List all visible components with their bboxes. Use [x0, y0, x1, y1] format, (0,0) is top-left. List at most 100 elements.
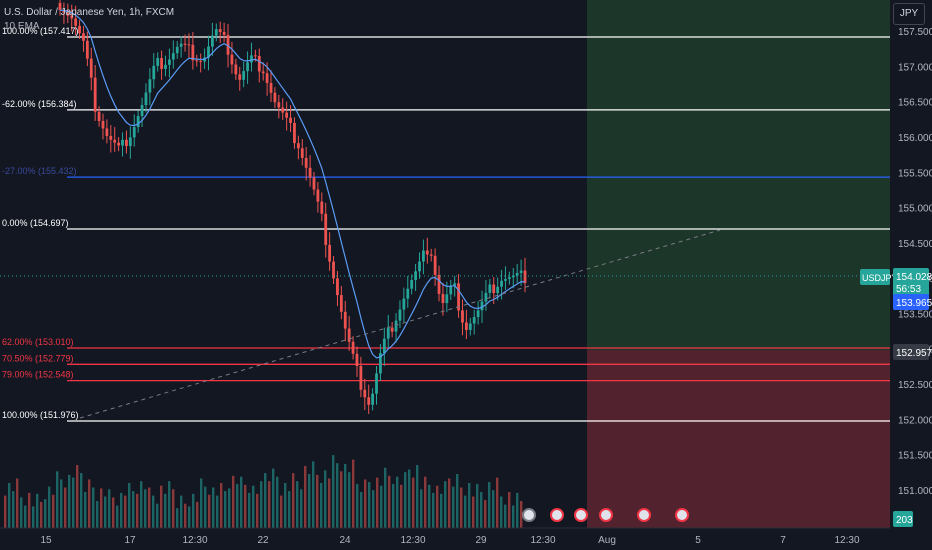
candle-body — [289, 117, 292, 123]
time-axis — [0, 528, 932, 550]
position-price-tag-bg — [893, 344, 929, 360]
candle-body — [441, 293, 445, 304]
candle-body — [230, 54, 234, 65]
volume-bar — [460, 487, 463, 528]
candle-body — [523, 270, 527, 284]
volume-bar — [72, 477, 75, 528]
currency-button[interactable]: JPY — [893, 3, 925, 25]
candle-body — [128, 137, 132, 147]
volume-bar — [60, 479, 63, 528]
volume-bar — [504, 504, 507, 528]
candle-body — [148, 79, 152, 93]
volume-bar — [232, 475, 235, 528]
volume-bar — [508, 492, 511, 528]
candle-body — [70, 15, 74, 19]
candle-body — [422, 250, 425, 262]
volume-tag-bg — [893, 511, 913, 527]
volume-bar — [108, 489, 111, 528]
volume-bar — [196, 501, 199, 528]
volume-bar — [416, 465, 419, 528]
candle-body — [222, 32, 226, 35]
volume-bar — [440, 493, 443, 528]
fib-label: 79.00% (152.548) — [2, 370, 74, 380]
candle-body — [414, 271, 417, 281]
volume-bar — [44, 499, 47, 528]
volume-bar — [124, 495, 127, 528]
candle-body — [121, 139, 124, 146]
candle-body — [117, 142, 121, 146]
candle-body — [199, 60, 203, 62]
volume-bar — [400, 484, 403, 528]
volume-bar — [296, 481, 299, 528]
volume-bar — [420, 489, 423, 528]
volume-bar — [188, 506, 191, 528]
candle-body — [277, 102, 281, 108]
fib-label: 62.00% (153.010) — [2, 337, 74, 347]
volume-bar — [52, 494, 55, 528]
x-tick-label: 12:30 — [834, 535, 859, 546]
event-flag-icon — [637, 508, 651, 522]
candle-body — [168, 59, 171, 65]
volume-bar — [112, 497, 115, 528]
candle-body — [461, 310, 464, 323]
volume-bar — [344, 464, 347, 528]
candle-body — [144, 92, 148, 106]
volume-bar — [424, 476, 427, 528]
candle-body — [453, 283, 457, 286]
volume-bar — [488, 482, 491, 528]
trend-line — [79, 229, 721, 419]
candle-body — [418, 261, 421, 272]
volume-bar — [352, 459, 355, 528]
volume-bar — [336, 463, 339, 528]
volume-bar — [516, 492, 519, 528]
candle-body — [328, 244, 332, 262]
volume-bar — [16, 478, 19, 528]
candle-body — [515, 273, 519, 276]
volume-bar — [4, 495, 7, 528]
volume-bar — [268, 481, 271, 528]
candle-body — [300, 148, 304, 158]
volume-bar — [200, 478, 203, 528]
volume-bar — [256, 493, 259, 528]
volume-bar — [236, 483, 239, 528]
volume-bar — [364, 479, 367, 528]
volume-bar — [208, 494, 211, 528]
candle-body — [457, 283, 460, 311]
candle-body — [347, 328, 351, 342]
candle-body — [132, 127, 136, 138]
volume-bar — [96, 501, 99, 528]
volume-bar — [260, 481, 263, 528]
volume-bar — [500, 496, 503, 528]
volume-bar — [136, 493, 139, 528]
volume-bar — [452, 486, 455, 528]
candle-body — [246, 62, 249, 72]
volume-bar — [412, 477, 415, 528]
x-tick-label: 7 — [780, 535, 786, 546]
volume-bar — [472, 496, 475, 528]
y-tick-label: 155.500 — [898, 168, 932, 179]
volume-bar — [20, 497, 23, 528]
y-tick-label: 154.500 — [898, 239, 932, 250]
volume-bar — [392, 483, 395, 528]
volume-bar — [132, 491, 135, 528]
volume-bar — [408, 469, 411, 528]
volume-bar — [24, 505, 27, 528]
candle-body — [210, 35, 214, 47]
loss-zone — [587, 350, 890, 528]
volume-bar — [492, 490, 495, 528]
last-price-label: 154.028 — [896, 272, 932, 283]
volume-bar — [396, 476, 399, 528]
candle-body — [500, 280, 503, 287]
event-flag-icon — [574, 508, 588, 522]
volume-bar — [176, 508, 179, 528]
candle-body — [160, 58, 163, 69]
candle-body — [371, 393, 375, 405]
x-tick-label: 29 — [475, 535, 487, 546]
volume-bar — [384, 467, 387, 528]
candle-body — [379, 353, 382, 374]
volume-bar — [444, 481, 447, 528]
candle-body — [480, 301, 484, 311]
volume-bar — [164, 493, 167, 528]
candle-body — [238, 74, 242, 80]
